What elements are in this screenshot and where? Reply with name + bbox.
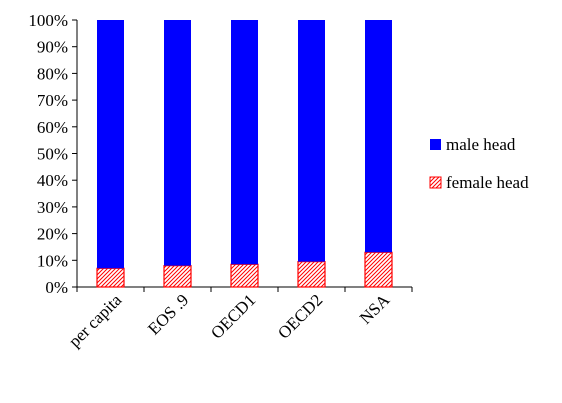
bar-segment-female-head (96, 267, 125, 288)
x-axis: per capita EOS .9 OECD1 OECD2 NSA (65, 286, 413, 351)
y-tick-label: 70% (37, 91, 68, 110)
bar-segment-female-head (230, 263, 259, 288)
legend-swatch (429, 176, 442, 189)
y-tick-label: 0% (45, 278, 68, 297)
x-category-label: per capita (65, 290, 126, 351)
legend-label: male head (446, 135, 516, 154)
y-axis: 0% 10% 20% 30% 40% 50% 60% 70% 80% 90% 100% (28, 11, 78, 297)
x-category-label: OECD2 (274, 290, 326, 342)
x-category-label: OECD1 (207, 290, 259, 342)
x-category-label: NSA (356, 290, 394, 328)
bar-segment-male-head (365, 20, 392, 253)
bar-segment-female-head (364, 251, 393, 288)
y-tick-label: 10% (37, 251, 68, 270)
bar-segment-female-head (297, 261, 326, 288)
bar-segment-male-head (231, 20, 258, 265)
bar-segment-male-head (97, 20, 124, 269)
y-tick-label: 40% (37, 171, 68, 190)
bar-segment-male-head (298, 20, 325, 262)
y-tick-label: 20% (37, 225, 68, 244)
y-tick-label: 30% (37, 198, 68, 217)
y-tick-label: 50% (37, 145, 68, 164)
legend-label: female head (446, 173, 529, 192)
legend-swatch (430, 139, 441, 150)
bars (96, 20, 393, 288)
legend: male head female head (429, 135, 529, 192)
y-tick-label: 60% (37, 118, 68, 137)
y-tick-label: 90% (37, 38, 68, 57)
bar-segment-male-head (164, 20, 191, 266)
y-tick-label: 100% (28, 11, 68, 30)
y-tick-label: 80% (37, 64, 68, 83)
x-category-label: EOS .9 (144, 290, 192, 338)
bar-segment-female-head (163, 265, 192, 288)
